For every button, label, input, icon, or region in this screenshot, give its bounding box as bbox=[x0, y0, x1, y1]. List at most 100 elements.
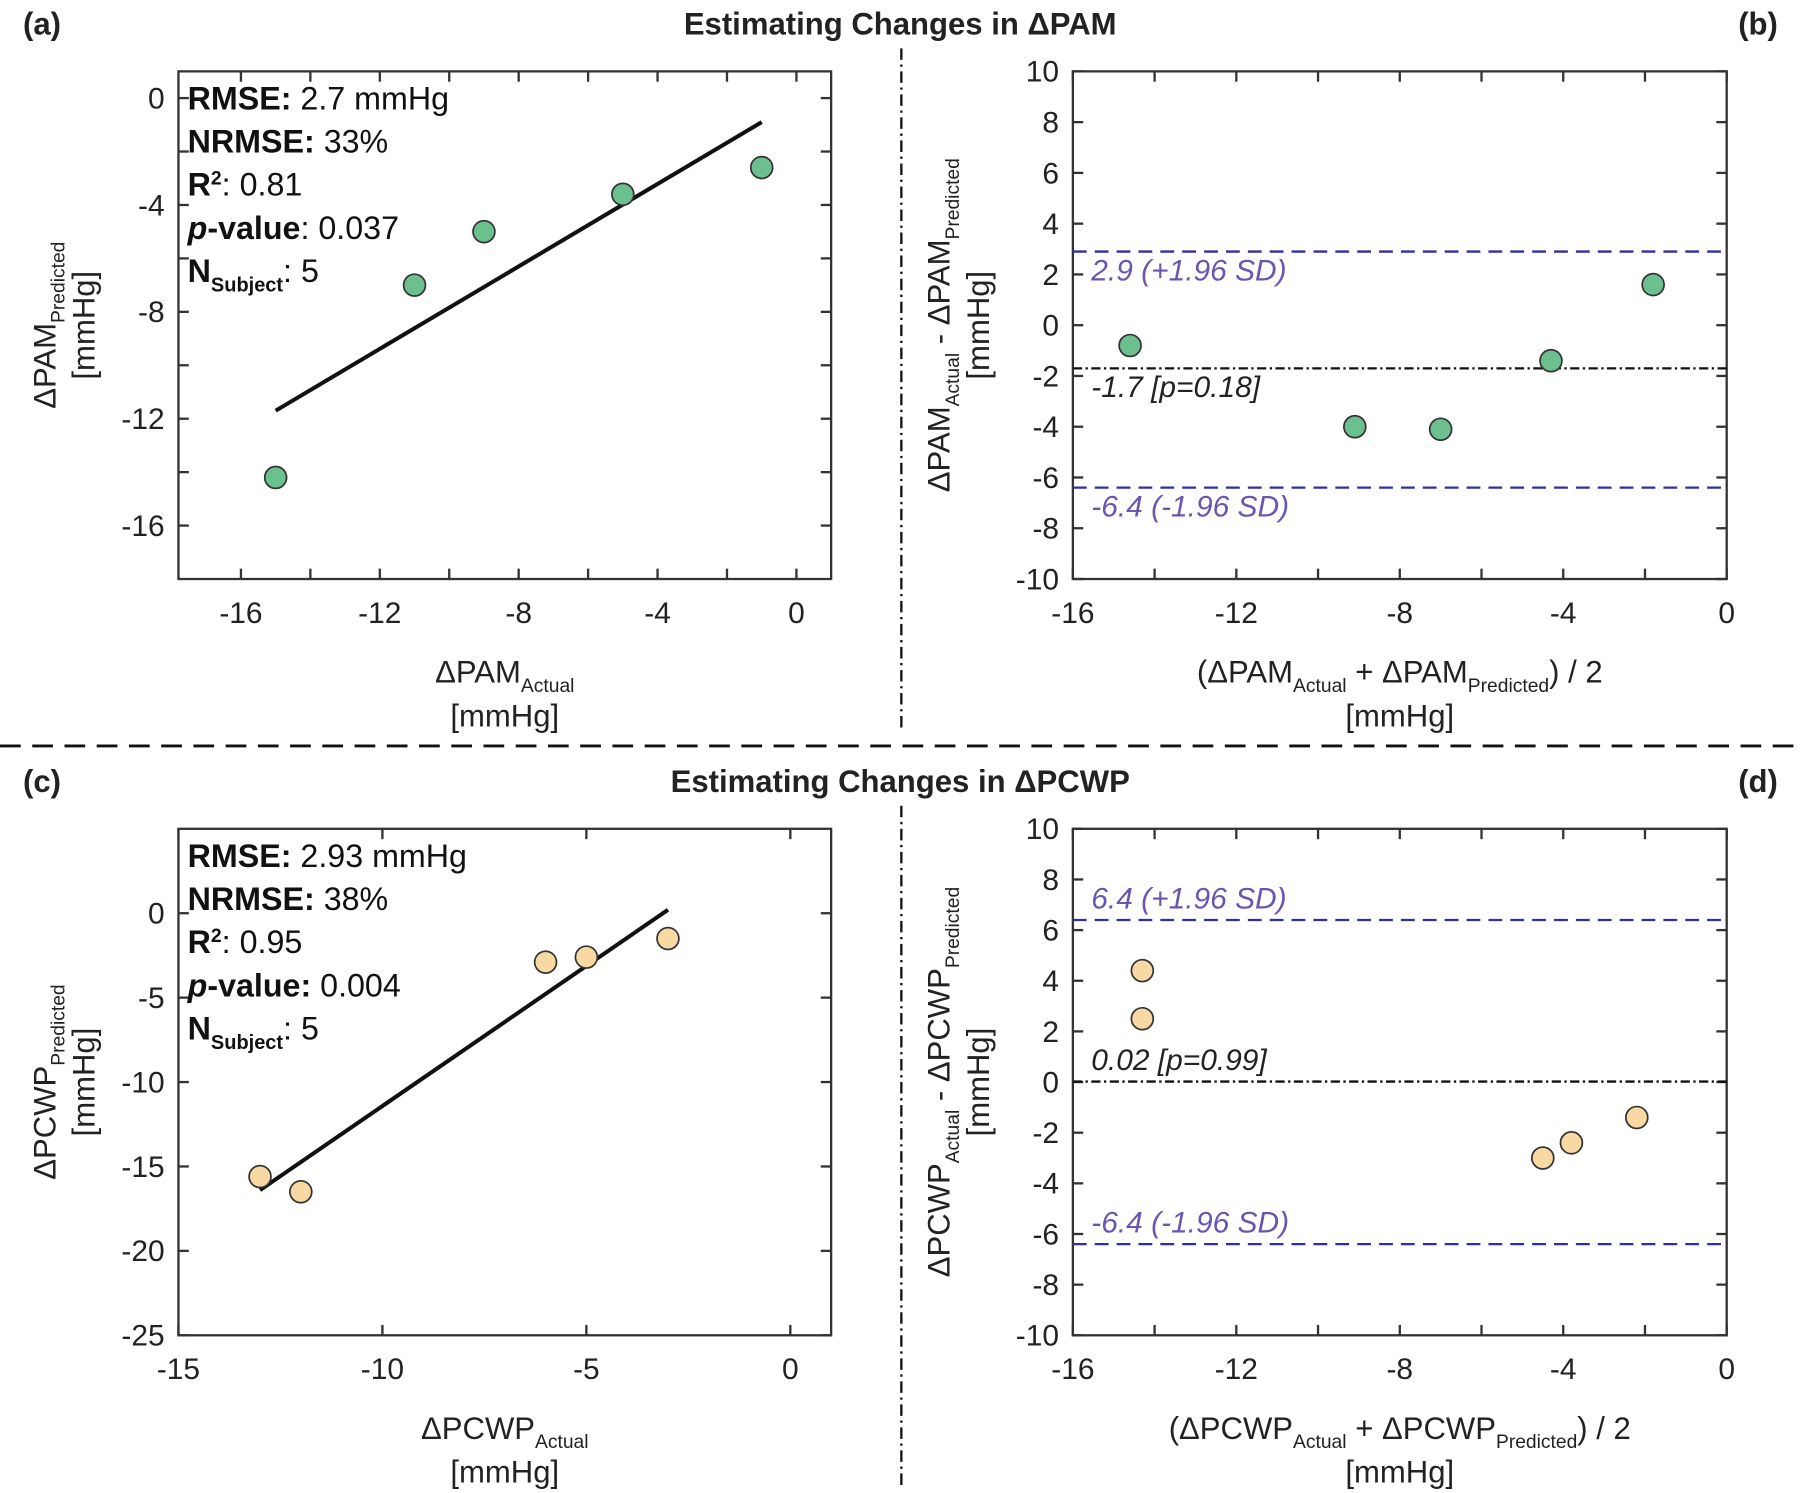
data-point bbox=[472, 219, 496, 244]
y-tick-label: -10 bbox=[1016, 563, 1059, 596]
data-point bbox=[749, 155, 774, 180]
regression-line bbox=[258, 908, 670, 1192]
x-axis-label-part: ) / 2 bbox=[1549, 655, 1603, 690]
y-axis-unit: [mmHg] bbox=[961, 1028, 996, 1137]
x-tick-label: 0 bbox=[1718, 597, 1735, 630]
y-tick-label: -8 bbox=[1032, 1269, 1059, 1302]
y-axis-label-part: Actual bbox=[943, 1110, 964, 1164]
x-axis-unit: [mmHg] bbox=[450, 1455, 559, 1490]
y-axis-label: ΔPCWPActual - ΔPCWPPredicted bbox=[922, 887, 964, 1277]
x-axis-label-part: + ΔPAM bbox=[1347, 655, 1468, 690]
y-axis-unit: [mmHg] bbox=[961, 271, 996, 380]
y-tick-label: -8 bbox=[138, 296, 165, 329]
y-tick-label: -5 bbox=[138, 982, 165, 1015]
y-tick-label: -15 bbox=[121, 1151, 164, 1184]
y-tick-label: 10 bbox=[1026, 56, 1059, 89]
y-tick-label: 2 bbox=[1042, 1016, 1059, 1049]
stat-line: NRMSE: 38% bbox=[188, 881, 389, 917]
y-axis-label-part: Predicted bbox=[943, 887, 964, 968]
x-tick-label: -15 bbox=[157, 1353, 200, 1386]
y-tick-label: 2 bbox=[1042, 259, 1059, 292]
panel-label-c: (c) bbox=[23, 764, 61, 799]
stat-line-part: Subject bbox=[211, 1032, 283, 1054]
x-tick-label: 0 bbox=[782, 1353, 799, 1386]
y-tick-label: 10 bbox=[1026, 813, 1059, 846]
y-tick-label: 4 bbox=[1042, 208, 1059, 241]
x-axis-label-part: Actual bbox=[1293, 1432, 1347, 1453]
data-point bbox=[574, 945, 599, 969]
stat-line-part: NRMSE: bbox=[188, 124, 315, 160]
y-tick-label: -6 bbox=[1032, 1218, 1059, 1251]
y-tick-label: -10 bbox=[1016, 1320, 1059, 1353]
x-axis-label-part: Predicted bbox=[1468, 676, 1549, 697]
stat-line-part: R bbox=[188, 924, 211, 960]
x-axis-label-part: + ΔPCWP bbox=[1347, 1411, 1496, 1446]
y-axis-label-part: - ΔPCWP bbox=[922, 968, 957, 1110]
stat-line: NRMSE: 33% bbox=[188, 124, 389, 160]
stat-line: NSubject: 5 bbox=[188, 1010, 319, 1054]
x-axis-label-part: ΔPCWP bbox=[421, 1411, 535, 1446]
x-axis-label-part: Predicted bbox=[1496, 1432, 1577, 1453]
y-axis-label-part: Predicted bbox=[943, 158, 964, 239]
stat-line-part: RMSE: bbox=[188, 838, 292, 874]
y-axis-unit: [mmHg] bbox=[66, 271, 101, 380]
data-point bbox=[1559, 1131, 1584, 1155]
data-point bbox=[1130, 958, 1155, 983]
stat-line-part: : 5 bbox=[283, 1010, 319, 1046]
stat-line-part: 0.004 bbox=[311, 967, 401, 1003]
y-axis-label-part: Actual bbox=[943, 353, 964, 407]
x-tick-label: -5 bbox=[573, 1353, 600, 1386]
y-axis-label-part: - ΔPAM bbox=[922, 239, 957, 352]
y-tick-label: 8 bbox=[1042, 864, 1059, 897]
y-tick-label: 0 bbox=[148, 82, 165, 115]
stat-line-part: RMSE: bbox=[188, 80, 292, 116]
y-axis-label-part: Predicted bbox=[49, 242, 70, 323]
y-axis-label-part: Predicted bbox=[49, 984, 70, 1065]
y-axis-unit: [mmHg] bbox=[66, 1028, 101, 1137]
y-tick-label: -6 bbox=[1032, 462, 1059, 495]
y-tick-label: 4 bbox=[1042, 965, 1059, 998]
data-point bbox=[263, 465, 288, 490]
data-point bbox=[533, 950, 558, 974]
stat-line: NSubject: 5 bbox=[188, 253, 319, 297]
panel-d: -16 -12 -8 -4 01086420-2-4-6-8-10(ΔPCWPActua… bbox=[922, 813, 1735, 1489]
data-point bbox=[1539, 348, 1563, 373]
stat-line: R2: 0.95 bbox=[188, 924, 303, 960]
stat-line: p-value: 0.004 bbox=[187, 967, 401, 1003]
stat-line-part: 2.7 mmHg bbox=[291, 80, 449, 116]
y-tick-label: -4 bbox=[1032, 1168, 1059, 1201]
data-point bbox=[248, 1164, 272, 1189]
x-tick-label: 0 bbox=[1718, 1353, 1735, 1386]
stat-line-part: : 0.037 bbox=[300, 210, 399, 246]
y-tick-label: -12 bbox=[121, 403, 164, 436]
x-axis-unit: [mmHg] bbox=[450, 698, 559, 733]
x-tick-label: -16 bbox=[219, 597, 262, 630]
x-tick-label: 0 bbox=[788, 597, 805, 630]
data-point bbox=[1118, 333, 1142, 358]
y-tick-label: -2 bbox=[1032, 1117, 1059, 1150]
x-tick-label: -4 bbox=[1550, 597, 1577, 630]
y-axis-label: ΔPCWPPredicted bbox=[27, 984, 69, 1179]
data-point bbox=[1428, 417, 1453, 442]
x-axis-label-part: Actual bbox=[535, 1432, 589, 1453]
data-point bbox=[1531, 1146, 1555, 1170]
stat-line: RMSE: 2.7 mmHg bbox=[188, 80, 449, 116]
data-point bbox=[611, 182, 635, 207]
stat-line-part: R bbox=[188, 167, 211, 203]
x-axis-unit: [mmHg] bbox=[1345, 1455, 1454, 1490]
y-tick-label: -20 bbox=[121, 1235, 164, 1268]
stat-line-part: p bbox=[187, 210, 208, 246]
x-axis-label-part: ΔPAM bbox=[435, 655, 521, 690]
stat-line-part: NRMSE: bbox=[188, 881, 315, 917]
stat-line-part: N bbox=[188, 253, 211, 289]
y-axis-label-part: ΔPAM bbox=[27, 323, 62, 409]
x-tick-label: -16 bbox=[1051, 1353, 1094, 1386]
y-tick-label: -16 bbox=[121, 510, 164, 543]
y-tick-label: 8 bbox=[1042, 106, 1059, 139]
x-axis-unit: [mmHg] bbox=[1345, 698, 1454, 733]
stat-line-part: : 0.95 bbox=[222, 924, 303, 960]
x-axis-label-part: (ΔPCWP bbox=[1169, 1411, 1293, 1446]
y-tick-label: -2 bbox=[1032, 360, 1059, 393]
y-tick-label: 6 bbox=[1042, 914, 1059, 947]
